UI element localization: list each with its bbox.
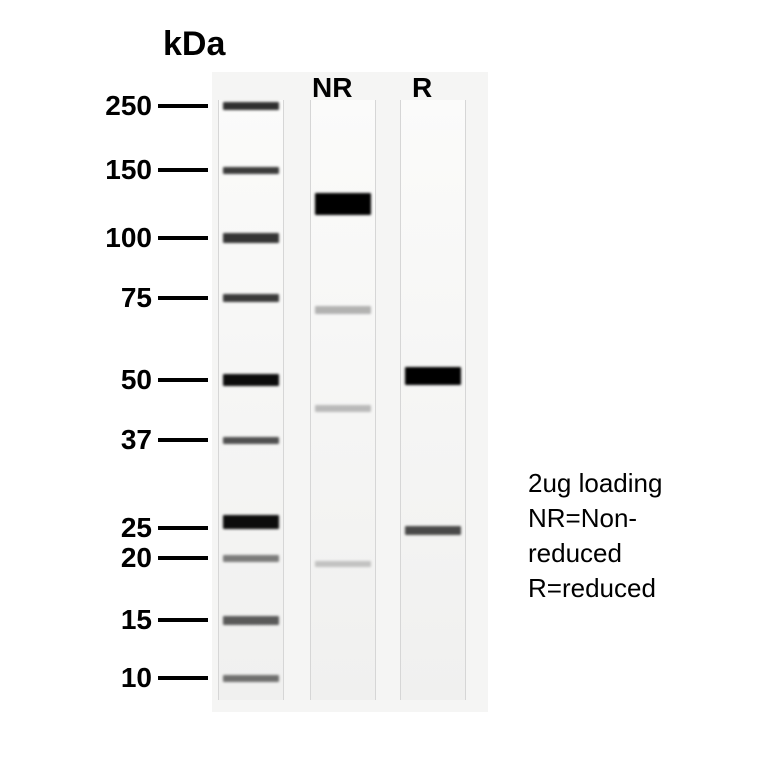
ladder-tick [158, 104, 208, 108]
ladder-tick [158, 676, 208, 680]
annotation-line: NR=Non- [528, 501, 662, 536]
ladder-band [223, 555, 279, 562]
annotation-line: R=reduced [528, 571, 662, 606]
ladder-band [223, 374, 279, 386]
ladder-tick [158, 168, 208, 172]
nr-band [315, 193, 371, 215]
r-band [405, 526, 461, 535]
axis-title-kda: kDa [163, 25, 225, 64]
nr-band [315, 306, 371, 314]
ladder-lane [218, 100, 284, 700]
ladder-band [223, 437, 279, 444]
lane-header-nr: NR [312, 72, 352, 104]
ladder-label: 50 [121, 364, 152, 396]
ladder-label: 75 [121, 282, 152, 314]
loading-annotation: 2ug loadingNR=Non-reducedR=reduced [528, 466, 662, 606]
ladder-tick [158, 618, 208, 622]
annotation-line: 2ug loading [528, 466, 662, 501]
ladder-band [223, 675, 279, 682]
annotation-line: reduced [528, 536, 662, 571]
ladder-band [223, 102, 279, 110]
ladder-band [223, 233, 279, 243]
ladder-label: 150 [105, 154, 152, 186]
ladder-tick [158, 556, 208, 560]
ladder-label: 250 [105, 90, 152, 122]
ladder-band [223, 167, 279, 174]
ladder-label: 25 [121, 512, 152, 544]
ladder-band [223, 294, 279, 302]
ladder-label: 37 [121, 424, 152, 456]
r-lane [400, 100, 466, 700]
ladder-label: 100 [105, 222, 152, 254]
ladder-label: 20 [121, 542, 152, 574]
ladder-tick [158, 526, 208, 530]
figure-container: kDa NR R 2ug loadingNR=Non-reducedR=redu… [0, 0, 764, 764]
ladder-label: 10 [121, 662, 152, 694]
nr-lane [310, 100, 376, 700]
nr-band [315, 561, 371, 567]
ladder-band [223, 515, 279, 529]
r-band [405, 367, 461, 385]
ladder-tick [158, 296, 208, 300]
ladder-band [223, 616, 279, 625]
ladder-label: 15 [121, 604, 152, 636]
lane-header-r: R [412, 72, 432, 104]
ladder-tick [158, 236, 208, 240]
nr-band [315, 405, 371, 412]
ladder-tick [158, 438, 208, 442]
ladder-tick [158, 378, 208, 382]
